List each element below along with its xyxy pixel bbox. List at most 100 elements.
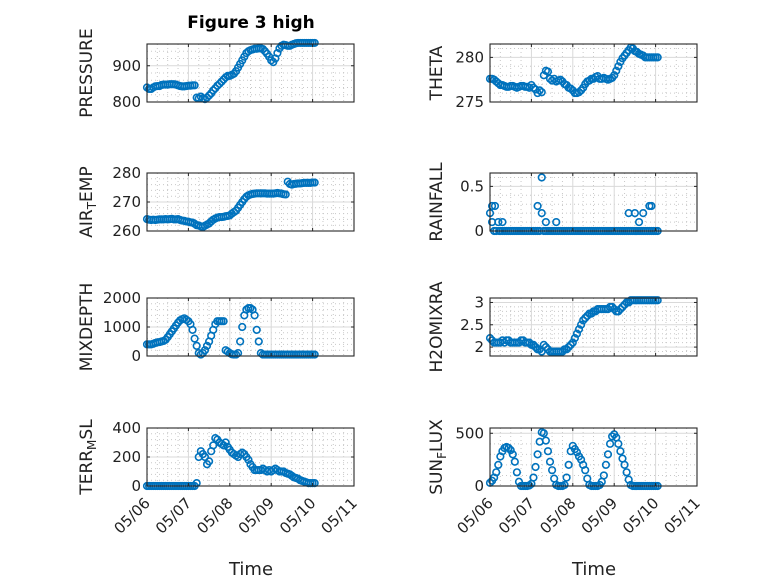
data-point	[267, 56, 276, 65]
subplot-sun-flux: 0 500 SUNFLUX05/0605/0705/0805/0905/1005/1…	[427, 419, 704, 538]
y-tick-label: 500	[455, 424, 484, 442]
data-point	[562, 345, 571, 354]
data-point	[238, 322, 247, 332]
data-point	[537, 209, 546, 218]
y-tick-label: 3	[474, 293, 484, 311]
data-point	[616, 447, 625, 456]
data-point	[537, 173, 546, 182]
data-point	[533, 201, 542, 211]
data-point	[535, 86, 544, 95]
data-point	[612, 66, 621, 75]
data-point	[525, 338, 534, 347]
subplot-mixdepth: 0 1000 2000 MIXDEPTH	[77, 283, 355, 371]
y-tick-label: 270	[112, 193, 141, 211]
y-axis-label: THETA	[427, 45, 447, 101]
data-point	[639, 209, 648, 218]
data-point	[562, 473, 571, 482]
data-point	[568, 338, 577, 347]
data-point	[603, 450, 613, 459]
x-tick-label: 05/09	[578, 494, 621, 537]
data-point	[250, 311, 259, 320]
subplot-terr-msl: 0 200 400 TERRMSL 05/0605/0705/0805/0905/100…	[77, 419, 361, 538]
y-axis-label: TERRMSL	[77, 419, 99, 496]
data-point	[541, 436, 550, 445]
data-point	[487, 217, 497, 227]
data-point	[512, 468, 522, 477]
data-point	[608, 432, 617, 441]
data-point	[200, 346, 210, 355]
x-tick-label: 05/06	[454, 494, 497, 537]
data-point	[566, 84, 575, 93]
axes-box	[146, 43, 355, 103]
data-point	[200, 452, 210, 462]
y-tick-label: 800	[112, 93, 141, 111]
figure-title: Figure 3 high	[187, 13, 315, 33]
data-point	[543, 67, 553, 76]
data-point	[209, 441, 218, 450]
data-point	[209, 86, 218, 95]
x-axis-label-right: Time	[571, 559, 616, 580]
data-point	[608, 302, 617, 312]
data-point	[545, 457, 555, 466]
data-point	[579, 316, 588, 325]
data-point	[514, 477, 524, 486]
data-point	[236, 337, 245, 346]
data-point	[653, 53, 662, 62]
data-point	[541, 217, 550, 227]
data-point	[610, 71, 619, 80]
data-point	[620, 460, 629, 470]
data-point	[221, 438, 230, 447]
axes-box	[489, 297, 698, 357]
x-tick-label: 05/08	[536, 494, 579, 537]
subplot-pressure: 800 900 PRESSURE	[77, 28, 355, 118]
data-point	[529, 340, 538, 349]
data-point	[202, 341, 212, 350]
data-point	[572, 448, 582, 457]
data-point	[531, 462, 540, 472]
data-point	[504, 443, 513, 453]
data-point	[188, 325, 197, 335]
data-point	[508, 450, 517, 459]
data-point	[587, 309, 596, 318]
data-point	[564, 460, 573, 470]
data-point	[202, 93, 212, 102]
subplot-grid: 800 900 PRESSURE 275 280 THETA 260 270 280 AIRTEM…	[77, 28, 704, 537]
data-point	[217, 77, 226, 86]
x-tick-label: 05/09	[235, 494, 278, 537]
data-point	[310, 38, 319, 48]
data-point	[581, 466, 590, 475]
subplot-rainfall: 0 0.5 RAINFALL	[427, 162, 698, 242]
data-point	[244, 455, 253, 465]
y-tick-label: 200	[112, 448, 141, 466]
data-point	[541, 342, 550, 352]
data-point	[614, 439, 623, 448]
data-point	[219, 317, 228, 326]
data-point	[490, 201, 500, 211]
subplot-h2omixra: 2 2.5 3 H2OMIXRA	[427, 281, 698, 373]
data-point	[564, 342, 573, 352]
data-point	[556, 75, 565, 84]
data-point	[310, 178, 319, 187]
data-point	[539, 429, 548, 438]
data-point	[192, 341, 201, 350]
data-point	[630, 209, 640, 218]
data-point	[583, 311, 592, 320]
axes-box	[489, 427, 698, 487]
data-point	[539, 340, 548, 349]
data-point	[601, 460, 611, 470]
data-point	[616, 305, 625, 314]
data-point	[215, 79, 224, 88]
axes-box	[489, 43, 698, 103]
data-point	[552, 217, 561, 227]
data-point	[634, 217, 644, 227]
data-point	[254, 337, 263, 346]
y-tick-label: 900	[112, 57, 141, 75]
data-point	[205, 457, 214, 466]
x-tick-label: 05/07	[152, 494, 195, 537]
data-point	[576, 320, 586, 329]
x-tick-label: 05/11	[318, 494, 361, 537]
data-point	[506, 446, 515, 455]
y-tick-label: 0	[474, 222, 484, 240]
data-point	[531, 342, 540, 352]
